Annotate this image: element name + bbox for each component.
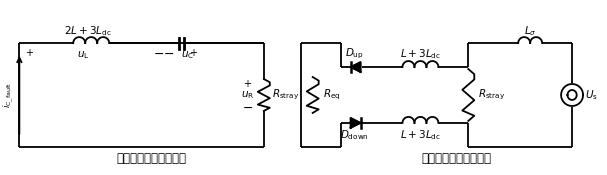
Text: $u_{\mathrm{R}}$: $u_{\mathrm{R}}$: [241, 89, 254, 101]
Text: 交流注入等效电流回路: 交流注入等效电流回路: [421, 152, 491, 165]
Text: $R_{\mathrm{stray}}$: $R_{\mathrm{stray}}$: [272, 88, 299, 102]
Text: $u_{\mathrm{C}}$: $u_{\mathrm{C}}$: [181, 49, 194, 61]
Text: $u_{\mathrm{L}}$: $u_{\mathrm{L}}$: [77, 49, 89, 61]
Text: $D_{\mathrm{down}}$: $D_{\mathrm{down}}$: [340, 128, 369, 142]
Text: $2L+3L_{\mathrm{dc}}$: $2L+3L_{\mathrm{dc}}$: [64, 24, 112, 38]
Text: $+$: $+$: [189, 47, 198, 58]
Text: $-$: $-$: [154, 47, 164, 60]
Text: $L+3L_{\mathrm{dc}}$: $L+3L_{\mathrm{dc}}$: [400, 47, 441, 61]
Text: $R_{\mathrm{eq}}$: $R_{\mathrm{eq}}$: [323, 88, 341, 102]
Text: $-$: $-$: [163, 47, 175, 60]
Text: $R_{\mathrm{stray}}$: $R_{\mathrm{stray}}$: [478, 88, 506, 102]
Text: $-$: $-$: [242, 100, 253, 113]
Text: $U_{\mathrm{s}}$: $U_{\mathrm{s}}$: [585, 88, 598, 102]
Text: $+$: $+$: [243, 78, 253, 89]
Polygon shape: [351, 62, 361, 72]
Text: $+$: $+$: [25, 47, 34, 58]
Text: $L+3L_{\mathrm{dc}}$: $L+3L_{\mathrm{dc}}$: [400, 128, 441, 142]
Text: $i_{\mathrm{C\_fault}}$: $i_{\mathrm{C\_fault}}$: [2, 82, 16, 108]
Text: $L_{\sigma}$: $L_{\sigma}$: [524, 24, 537, 38]
Polygon shape: [351, 118, 361, 128]
Text: $D_{\mathrm{up}}$: $D_{\mathrm{up}}$: [345, 47, 364, 61]
Text: 电容放电等效电流回路: 电容放电等效电流回路: [117, 152, 186, 165]
